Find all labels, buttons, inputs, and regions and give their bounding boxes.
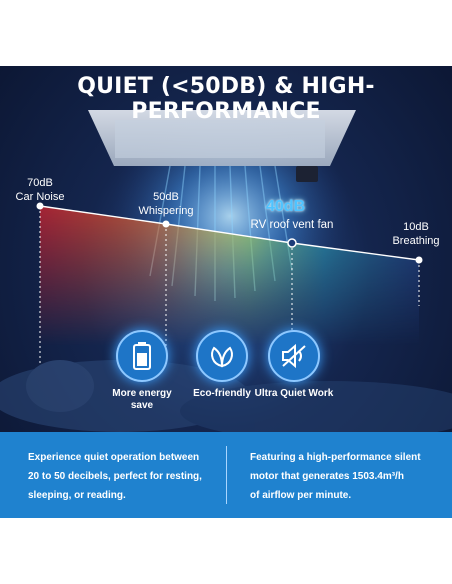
level-db: 70dB	[27, 177, 53, 189]
level-label: Whispering	[138, 205, 194, 217]
whisper-marker	[162, 220, 170, 228]
noise-scene-graphic	[0, 106, 452, 441]
level-fan-db: 40dB	[266, 198, 306, 215]
level-breathing: 10dB Breathing	[388, 220, 444, 248]
sleeping-person-graphic	[0, 360, 452, 441]
info-line: Featuring a high-performance silent	[250, 452, 421, 463]
battery-icon	[116, 330, 168, 382]
info-line: of airflow per minute.	[250, 490, 352, 501]
level-db: 50dB	[153, 191, 179, 203]
level-label: Breathing	[392, 235, 440, 247]
info-left: Experience quiet operation between 20 to…	[28, 448, 202, 505]
feature-label: Eco-friendly	[193, 388, 251, 399]
mute-icon	[268, 330, 320, 382]
fan-marker	[287, 238, 297, 248]
headline: QUIET (<50DB) & HIGH-PERFORMANCE	[77, 74, 375, 124]
leaf-icon	[196, 330, 248, 382]
info-line: 20 to 50 decibels, perfect for resting,	[28, 471, 202, 482]
info-line: Experience quiet operation between	[28, 452, 200, 463]
feature-eco: Eco-friendly	[182, 330, 262, 400]
level-label: Car Noise	[15, 191, 65, 203]
level-whispering: 50dB Whispering	[134, 190, 198, 218]
level-db: 10dB	[403, 221, 429, 233]
product-banner: QUIET (<50DB) & HIGH-PERFORMANCE 70dB Ca…	[0, 66, 452, 518]
feature-quiet: Ultra Quiet Work	[254, 330, 334, 400]
feature-energy: More energy save	[102, 330, 182, 412]
info-right: Featuring a high-performance silent moto…	[250, 448, 421, 505]
info-line: motor that generates 1503.4m³/h	[250, 471, 404, 482]
info-bar: Experience quiet operation between 20 to…	[0, 432, 452, 518]
fan-unit-graphic	[88, 110, 356, 182]
info-divider	[226, 446, 227, 504]
breathing-marker	[415, 256, 423, 264]
level-fan-label: RV roof vent fan	[250, 219, 334, 231]
car-noise-marker	[36, 202, 44, 210]
feature-label: Ultra Quiet Work	[254, 388, 334, 399]
level-car-noise: 70dB Car Noise	[14, 176, 66, 204]
feature-label: More energy save	[112, 388, 172, 411]
info-line: sleeping, or reading.	[28, 490, 126, 501]
